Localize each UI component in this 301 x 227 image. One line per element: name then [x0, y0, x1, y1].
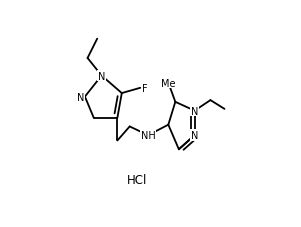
- Text: N: N: [77, 92, 84, 102]
- Text: HCl: HCl: [126, 173, 147, 186]
- Text: N: N: [191, 131, 198, 141]
- Text: NH: NH: [141, 131, 156, 141]
- Text: N: N: [191, 106, 198, 116]
- Text: Me: Me: [161, 78, 175, 88]
- Text: N: N: [98, 71, 105, 81]
- Text: F: F: [142, 84, 148, 93]
